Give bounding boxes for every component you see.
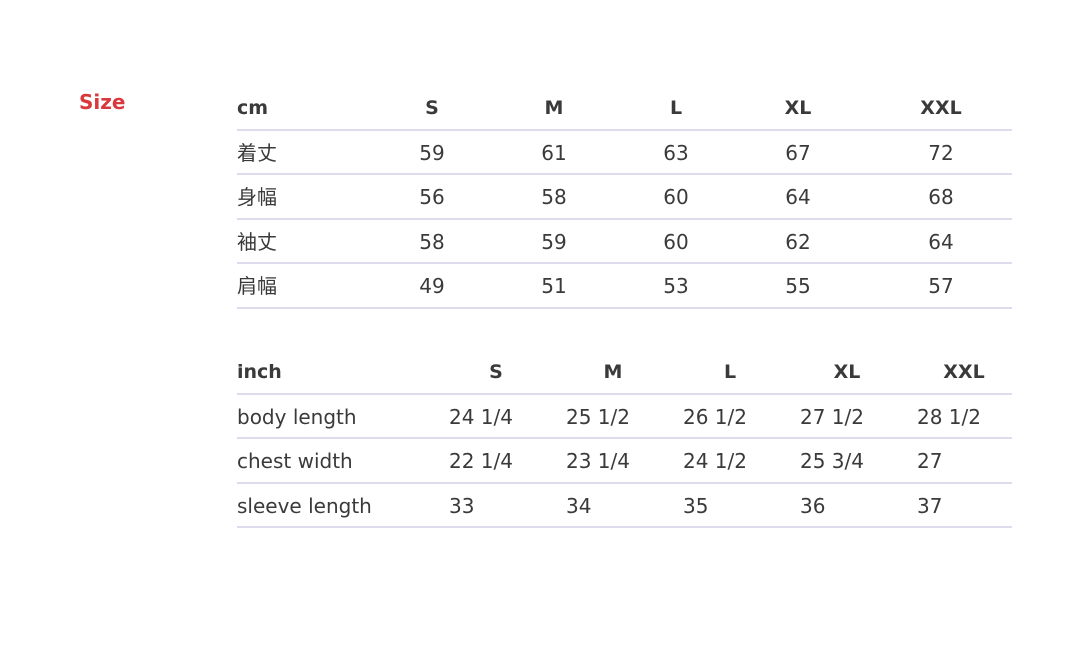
column-header: L (723, 361, 737, 383)
column-header: S (425, 97, 439, 119)
table-row: 袖丈 58 59 60 62 64 (237, 220, 1012, 264)
table-cell: 27 (917, 449, 943, 473)
table-cell: 57 (928, 274, 954, 298)
table-cell: 72 (928, 140, 954, 165)
row-label: chest width (237, 449, 353, 473)
table-cell: 55 (785, 274, 811, 298)
table-cell: 68 (928, 185, 954, 209)
column-header: XXL (943, 361, 985, 383)
row-label: 身幅 (237, 185, 277, 209)
table-cell: 33 (449, 493, 475, 518)
table-header-row: cm S M L XL XXL (237, 86, 1012, 131)
column-header: XL (833, 361, 861, 383)
table-cell: 58 (419, 229, 445, 254)
column-header: cm (237, 97, 269, 119)
table-cell: 37 (917, 493, 943, 518)
table-cell: 22 1/4 (449, 449, 513, 473)
column-header: XXL (920, 97, 962, 119)
table-cell: 24 1/4 (449, 404, 513, 429)
table-cell: 62 (785, 229, 811, 254)
table-cell: 64 (928, 229, 954, 254)
table-cell: 24 1/2 (683, 449, 747, 473)
table-cell: 35 (683, 493, 709, 518)
column-header: L (669, 97, 683, 119)
table-cell: 59 (541, 229, 567, 254)
inch-size-table: inch S M L XL XXL body length 24 1/4 25 1/2 26 1/… (237, 350, 1012, 528)
table-cell: 53 (663, 274, 689, 298)
table-cell: 60 (663, 185, 689, 209)
size-title: Size (79, 90, 126, 114)
row-label: 肩幅 (237, 274, 277, 298)
table-cell: 61 (541, 140, 567, 165)
column-header: M (544, 97, 564, 119)
table-cell: 34 (566, 493, 592, 518)
row-label: sleeve length (237, 493, 372, 518)
table-cell: 26 1/2 (683, 404, 747, 429)
column-header: M (603, 361, 623, 383)
table-row: sleeve length 33 34 35 36 37 (237, 484, 1012, 528)
cm-size-table: cm S M L XL XXL 着丈 59 61 63 67 72 身幅 56 58 60 64 68 袖丈 58 59… (237, 86, 1012, 309)
table-row: 着丈 59 61 63 67 72 (237, 131, 1012, 175)
table-cell: 59 (419, 140, 445, 165)
table-cell: 28 1/2 (917, 404, 981, 429)
table-cell: 36 (800, 493, 826, 518)
column-header: inch (237, 361, 282, 383)
table-cell: 25 3/4 (800, 449, 864, 473)
row-label: 袖丈 (237, 229, 277, 254)
table-cell: 49 (419, 274, 445, 298)
table-row: 身幅 56 58 60 64 68 (237, 175, 1012, 220)
column-header: XL (784, 97, 812, 119)
table-cell: 67 (785, 140, 811, 165)
table-cell: 23 1/4 (566, 449, 630, 473)
table-cell: 64 (785, 185, 811, 209)
row-label: 着丈 (237, 140, 277, 165)
table-cell: 58 (541, 185, 567, 209)
table-cell: 27 1/2 (800, 404, 864, 429)
table-row: body length 24 1/4 25 1/2 26 1/2 27 1/2 28 1/… (237, 395, 1012, 439)
table-row: 肩幅 49 51 53 55 57 (237, 264, 1012, 309)
row-label: body length (237, 404, 357, 429)
table-header-row: inch S M L XL XXL (237, 350, 1012, 395)
table-cell: 60 (663, 229, 689, 254)
table-cell: 63 (663, 140, 689, 165)
table-cell: 51 (541, 274, 567, 298)
table-cell: 25 1/2 (566, 404, 630, 429)
table-cell: 56 (419, 185, 445, 209)
table-row: chest width 22 1/4 23 1/4 24 1/2 25 3/4 27 (237, 439, 1012, 484)
column-header: S (489, 361, 503, 383)
